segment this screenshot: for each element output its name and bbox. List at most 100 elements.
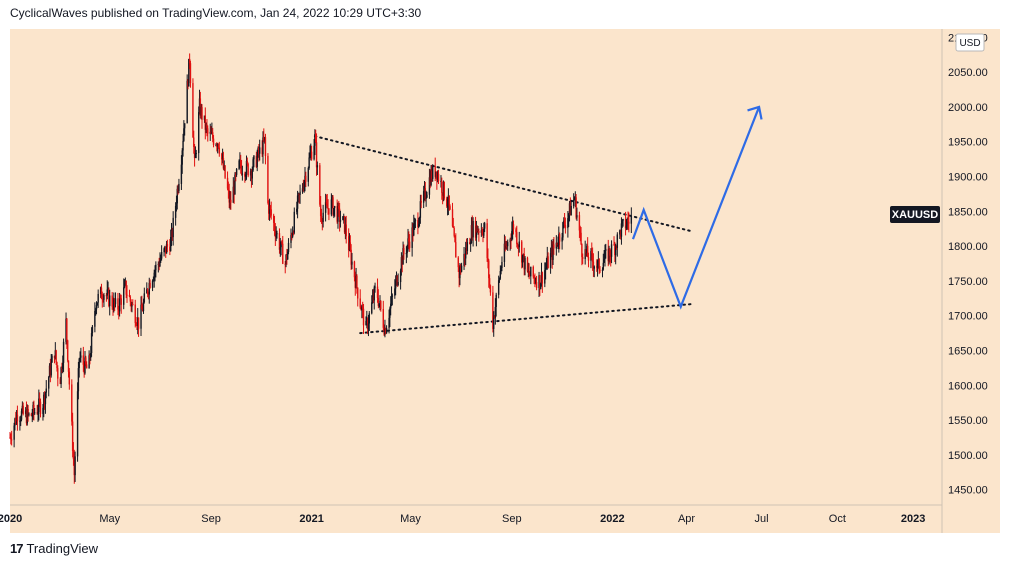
candle-body <box>172 217 174 238</box>
trendline[interactable] <box>313 135 691 232</box>
candle-body <box>326 203 328 209</box>
forecast-path[interactable] <box>631 106 761 310</box>
candle-body <box>615 246 618 248</box>
candle-body <box>126 294 128 296</box>
candle-body <box>101 298 103 300</box>
candle-body <box>165 244 168 254</box>
candle-body <box>501 261 503 268</box>
candle-body <box>27 408 29 415</box>
candle-body <box>355 275 357 288</box>
candle-body <box>71 421 74 451</box>
candle-body <box>413 223 415 236</box>
candle-body <box>497 280 500 295</box>
candle-body <box>366 319 369 330</box>
candle-body <box>350 249 352 265</box>
candle-body <box>143 293 146 303</box>
candle-body <box>414 220 417 222</box>
candle-body <box>298 193 300 195</box>
candle-body <box>287 251 289 260</box>
candle-body <box>257 148 259 156</box>
candle-body <box>113 299 116 305</box>
candle-body <box>603 259 605 263</box>
candle-body <box>19 420 21 422</box>
candle-body <box>287 242 290 252</box>
candle-body <box>182 140 184 151</box>
candle-body <box>441 192 444 196</box>
candle-body <box>533 276 535 278</box>
candle-body <box>344 224 347 233</box>
candle-body <box>507 242 509 247</box>
candle-body <box>117 298 119 310</box>
candle-body <box>550 248 553 254</box>
candle-body <box>114 298 117 305</box>
candle-body <box>361 307 364 309</box>
candle-body <box>21 405 24 412</box>
candle-body <box>54 350 57 359</box>
candle-body <box>157 263 160 265</box>
candle-body <box>177 188 179 191</box>
y-tick-label: 1950.00 <box>948 137 988 149</box>
candle-body <box>626 219 628 226</box>
candle-body <box>516 232 518 245</box>
candle-body <box>77 368 80 392</box>
candle-body <box>429 177 431 186</box>
candle-body <box>169 246 171 251</box>
candle-body <box>522 253 525 256</box>
candle-body <box>178 183 180 191</box>
y-tick-label: 1500.00 <box>948 450 988 462</box>
candle-body <box>328 208 330 215</box>
tradingview-logo-icon: 17 <box>10 541 24 556</box>
candle-body <box>164 246 166 249</box>
candle-body <box>189 63 192 84</box>
candle-body <box>49 365 52 376</box>
candle-body <box>495 294 497 308</box>
candle-body <box>471 225 473 238</box>
candle-body <box>66 318 68 341</box>
candle-body <box>146 289 149 295</box>
candle-body <box>523 253 525 270</box>
candle-body <box>215 144 217 146</box>
currency-label[interactable]: USD <box>955 33 985 52</box>
candle-body <box>518 241 520 248</box>
candle-body <box>119 298 122 300</box>
candle-body <box>147 294 150 296</box>
y-tick-label: 1450.00 <box>948 485 988 497</box>
candle-body <box>222 157 225 169</box>
candle-body <box>74 456 76 476</box>
candle-body <box>151 280 154 288</box>
candle-body <box>212 138 215 145</box>
candle-body <box>209 131 211 134</box>
candle-body <box>338 208 341 222</box>
candle-body <box>82 355 85 365</box>
candle-body <box>102 299 104 301</box>
candle-body <box>137 317 140 329</box>
trendline[interactable] <box>359 302 695 335</box>
candle-body <box>38 398 41 402</box>
candle-body <box>395 276 398 281</box>
candle-body <box>382 309 384 328</box>
candle-body <box>365 320 367 326</box>
y-tick-label: 1800.00 <box>948 241 988 253</box>
candle-body <box>89 355 91 358</box>
candle-body <box>374 286 376 288</box>
candle-body <box>279 247 281 250</box>
candle-body <box>56 362 58 369</box>
candle-body <box>357 287 359 299</box>
footer-branding[interactable]: 17 TradingView <box>10 541 98 556</box>
candle-body <box>555 242 558 249</box>
candle-body <box>134 304 136 324</box>
candle-body <box>10 437 12 440</box>
candle-body <box>226 177 229 189</box>
candle-body <box>573 198 576 200</box>
candle-body <box>568 203 571 214</box>
candle-body <box>66 340 69 361</box>
candle-body <box>216 144 219 147</box>
candle-body <box>384 329 386 335</box>
candle-body <box>263 137 266 141</box>
candle-body <box>359 298 361 308</box>
candle-body <box>591 253 594 262</box>
candle-body <box>602 262 605 270</box>
y-tick-label: 1650.00 <box>948 346 988 358</box>
candle-body <box>188 58 190 87</box>
